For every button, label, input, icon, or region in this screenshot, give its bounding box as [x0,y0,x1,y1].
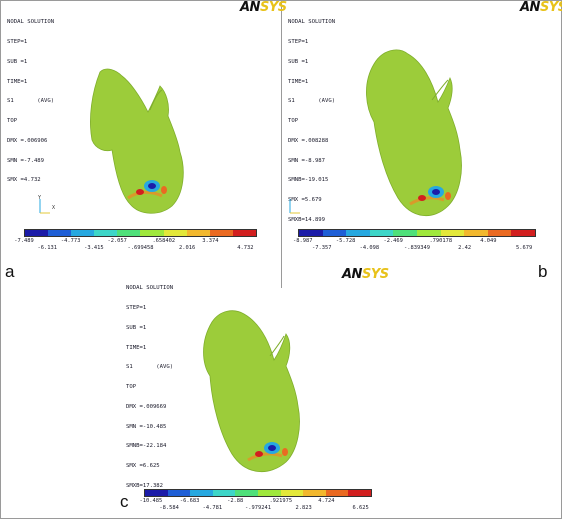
legend-tick: -8.987 [293,238,313,244]
info-line: TIME=1 [126,344,147,351]
legend-tick: -4.773 [60,238,81,244]
logo-part-an: AN [240,0,260,15]
legend-color-bar [144,489,372,497]
info-line: TOP [126,384,137,391]
info-line: SMNB=-22.184 [126,443,167,450]
legend-tick: 5.679 [515,245,533,251]
axis-triad-a: Y X [36,195,56,219]
legend-tick: 4.732 [237,245,254,251]
axis-triad-b [286,195,306,219]
legend-color-bar [24,229,257,237]
legend-tick: -8.584 [159,505,179,511]
legend-tick: .658402 [152,238,176,244]
info-line: SMX =4.732 [7,177,41,184]
tooth-model-b [366,49,462,217]
tooth-model-c [203,310,300,473]
info-line: STEP=1 [288,38,309,45]
legend-tick: -7.357 [312,245,332,251]
tooth-model-a [90,68,184,214]
panel-divider [281,0,282,288]
logo-part-sys: SYS [539,0,562,15]
legend-tick: -6.683 [179,498,200,504]
legend-tick: -2.88 [227,498,244,504]
info-line: TIME=1 [288,78,309,85]
info-line: SUB =1 [126,324,147,331]
legend-tick: 4.724 [318,498,335,504]
legend-tick: -2.469 [383,238,403,244]
legend-tick: 4.049 [480,238,497,244]
svg-text:X: X [52,205,55,211]
legend-tick: 6.625 [352,505,369,511]
info-line: S1 (AVG) [288,98,336,105]
info-line: DMX =.006906 [7,137,48,144]
info-line: TIME=1 [7,78,28,85]
info-line: SMX =6.625 [126,463,160,470]
panel-b: NODAL SOLUTION STEP=1 SUB =1 TIME=1 S1 (… [282,0,562,288]
info-line: TOP [288,118,299,125]
legend-tick: .921975 [269,498,293,504]
legend-tick: -7.489 [14,238,34,244]
legend-tick: -5.728 [335,238,356,244]
panel-letter-b: b [538,262,548,281]
info-line: DMX =.009669 [126,403,167,410]
panel-letter-c: c [120,492,129,511]
legend-tick: 3.374 [202,238,219,244]
ansys-logo: ANSYS [342,267,389,282]
legend-tick: -.839349 [404,245,430,251]
solution-info-b: NODAL SOLUTION STEP=1 SUB =1 TIME=1 S1 (… [288,6,335,237]
logo-part-an: AN [520,0,540,15]
info-line: STEP=1 [126,304,147,311]
legend-tick: 2.823 [295,505,312,511]
legend-color-bar [298,229,536,237]
legend-tick: -4.098 [359,245,380,251]
legend-tick: -6.131 [37,245,58,251]
panel-letter-a: a [5,262,15,281]
contour-legend-c: -10.485 -6.683 -2.88 .921975 4.724 -8.58… [139,489,372,512]
info-line: SMX =5.679 [288,197,322,204]
ansys-logo: ANSYS [520,0,562,15]
legend-tick: -10.485 [139,498,163,504]
legend-tick: -.699458 [127,245,154,251]
info-line: S1 (AVG) [126,364,174,371]
info-line: SMN =-10.485 [126,423,167,430]
info-line: TOP [7,118,18,125]
legend-tick: -4.781 [202,505,223,511]
legend-tick: -2.057 [107,238,127,244]
solution-info-a: NODAL SOLUTION STEP=1 SUB =1 TIME=1 S1 (… [7,6,54,197]
info-line: SMN =-8.987 [288,157,326,164]
info-line: SUB =1 [288,58,309,65]
logo-part-sys: SYS [259,0,287,15]
info-line: S1 (AVG) [7,98,55,105]
legend-tick: 2.42 [458,245,472,251]
legend-tick: -.979241 [245,505,271,511]
logo-part-an: AN [342,267,362,282]
info-line: SMXB=17.382 [126,483,164,489]
info-line: NODAL SOLUTION [288,19,336,26]
info-line: STEP=1 [7,38,28,45]
panel-c: NODAL SOLUTION STEP=1 SUB =1 TIME=1 S1 (… [120,267,420,518]
legend-tick: -3.415 [84,245,104,251]
contour-legend-a: -7.489 -4.773 -2.057 .658402 3.374 -6.13… [14,229,257,252]
ansys-logo: ANSYS [240,0,287,15]
contour-legend-b: -8.987 -5.728 -2.469 .790178 4.049 -7.35… [293,229,536,252]
info-line: SMNB=-19.015 [288,177,329,184]
info-line: NODAL SOLUTION [126,285,174,292]
info-line: NODAL SOLUTION [7,19,55,26]
info-line: SUB =1 [7,58,28,65]
legend-tick: .790178 [429,238,453,244]
svg-text:Y: Y [38,195,41,201]
panel-a: NODAL SOLUTION STEP=1 SUB =1 TIME=1 S1 (… [0,0,287,288]
solution-info-c: NODAL SOLUTION STEP=1 SUB =1 TIME=1 S1 (… [126,272,173,503]
info-line: DMX =.008288 [288,137,329,144]
logo-part-sys: SYS [361,267,389,282]
info-line: SMN =-7.489 [7,157,45,164]
info-line: SMXB=14.899 [288,217,326,223]
legend-tick: 2.016 [178,245,196,251]
